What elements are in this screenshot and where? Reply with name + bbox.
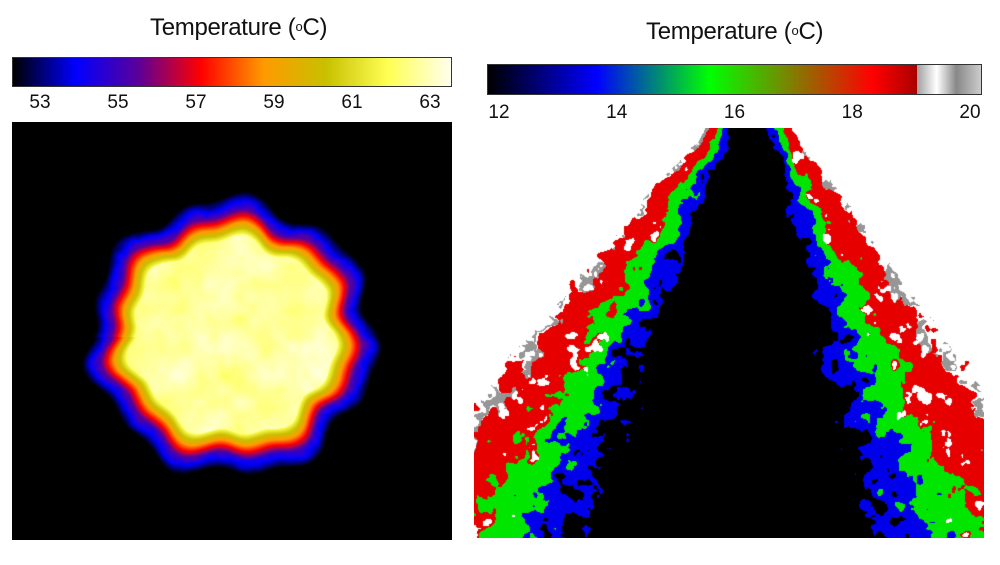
- thermal-map-right: [474, 128, 984, 538]
- colorbar-tick-label: 57: [185, 92, 207, 113]
- colorbar-tick-label: 14: [606, 102, 628, 123]
- colorbar-left: [12, 57, 452, 87]
- colorbar-tick-label: 20: [959, 102, 981, 123]
- colorbar-tick-label: 63: [419, 92, 441, 113]
- colorbar-title-left: Temperature (oC): [150, 14, 328, 41]
- colorbar-right: [487, 64, 982, 95]
- colorbar-tick-label: 12: [488, 102, 510, 123]
- colorbar-title-right: Temperature (oC): [646, 18, 824, 45]
- heatmap-panel-left: Temperature (oC) 53 55 57 59 61 63: [0, 0, 470, 565]
- colorbar-tick-label: 59: [263, 92, 285, 113]
- colorbar-tick-label: 16: [723, 102, 746, 123]
- colorbar-tick-label: 53: [29, 92, 51, 113]
- thermal-map-left: [12, 122, 452, 540]
- colorbar-tick-label: 61: [341, 92, 363, 113]
- colorbar-tick-label: 55: [107, 92, 129, 113]
- heatmap-panel-right: Temperature (oC) 12 14 16 18 20: [470, 0, 1000, 565]
- colorbar-tick-label: 18: [841, 102, 863, 123]
